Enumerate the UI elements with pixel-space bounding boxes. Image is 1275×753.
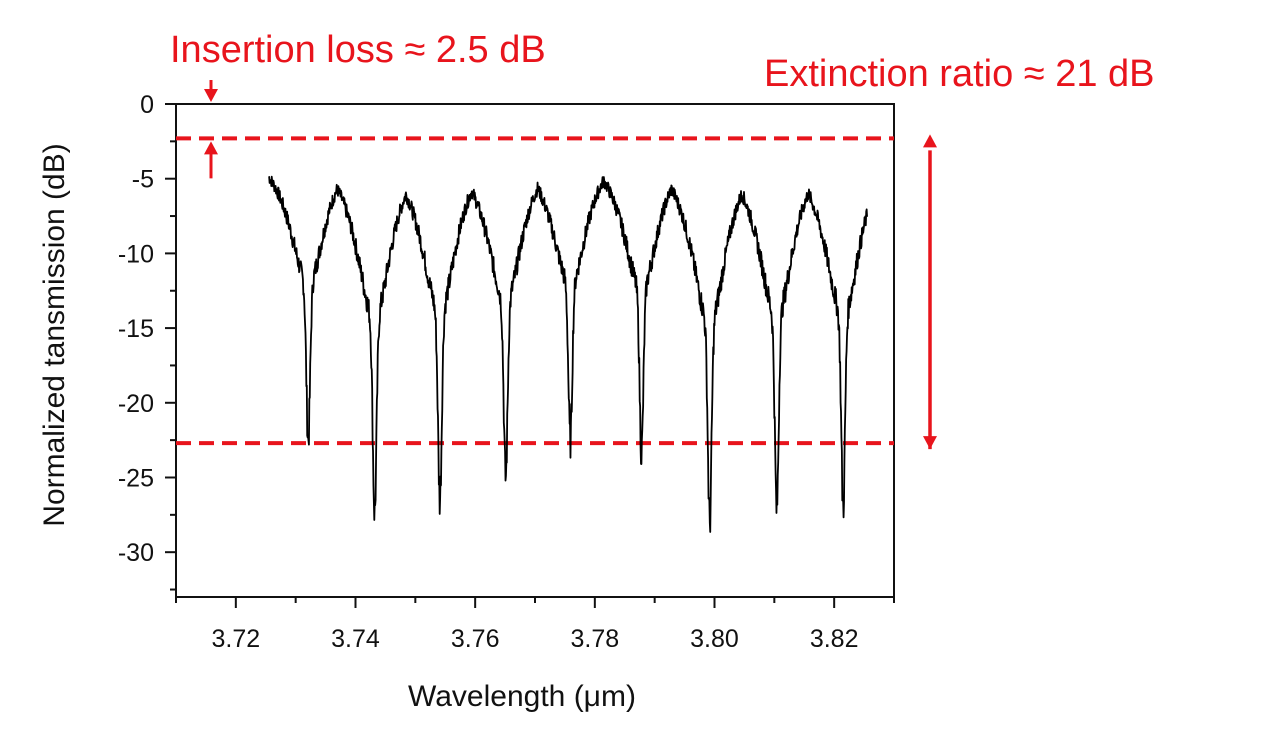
insertion-arrow-down-head — [204, 89, 218, 102]
y-tick-label: 0 — [140, 91, 154, 119]
y-tick-label: -30 — [118, 539, 154, 567]
y-tick-label: -15 — [118, 315, 154, 343]
x-tick-label: 3.72 — [211, 625, 260, 653]
extinction-arrow-top-head — [923, 134, 937, 148]
y-axis-title: Normalized tansmission (dB) — [38, 143, 71, 526]
extinction-arrow-bottom-head — [923, 436, 937, 450]
x-axis: 3.72 3.74 3.76 3.78 3.80 3.82 — [175, 597, 895, 653]
plot-frame — [175, 103, 895, 598]
y-tick-label: -10 — [118, 240, 154, 268]
transmission-trace — [268, 175, 868, 533]
insertion-loss-annotation: Insertion loss ≈ 2.5 dB — [170, 29, 546, 71]
x-axis-title: Wavelength (μm) — [408, 680, 636, 713]
y-tick-label: -25 — [118, 464, 154, 492]
x-tick-label: 3.78 — [570, 625, 619, 653]
insertion-arrow-up-head — [204, 141, 218, 155]
y-axis: 0 -5 -10 -15 -20 -25 -30 — [118, 91, 176, 591]
y-tick-label: -5 — [132, 166, 154, 194]
x-tick-label: 3.82 — [810, 625, 859, 653]
series-group — [268, 175, 868, 533]
x-tick-label: 3.76 — [451, 625, 500, 653]
x-tick-label: 3.80 — [690, 625, 739, 653]
x-tick-label: 3.74 — [331, 625, 380, 653]
extinction-ratio-annotation: Extinction ratio ≈ 21 dB — [764, 53, 1155, 95]
annotation-arrows — [204, 80, 937, 450]
y-tick-label: -20 — [118, 390, 154, 418]
